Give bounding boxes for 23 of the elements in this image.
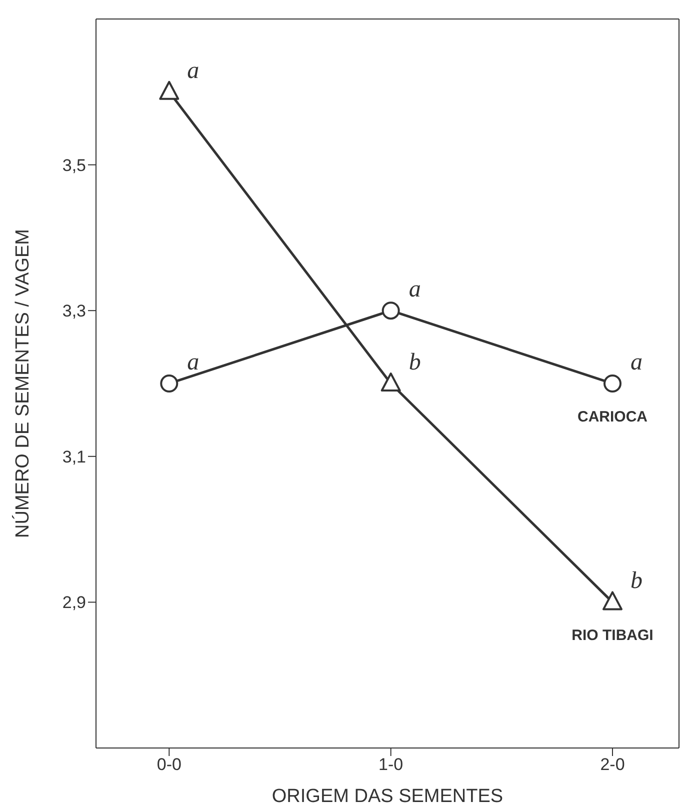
y-tick-label: 3,1 (62, 447, 86, 466)
point (380, 372, 401, 392)
annotation: a (187, 58, 200, 84)
annotation: b (408, 350, 421, 376)
x-tick-label: 2-0 (600, 755, 625, 774)
x-axis-title: ORIGEM DAS SEMENTES (272, 786, 504, 807)
series-label: RIO TIBAGI (572, 627, 654, 644)
x-tick-label: 1-0 (378, 755, 404, 774)
y-axis-title: NÚMERO DE SEMENTES / VAGEM (12, 229, 34, 538)
y-tick-label: 3,5 (62, 156, 86, 175)
y-tick-label: 2,9 (62, 593, 86, 612)
point (382, 302, 400, 320)
annotation: b (630, 568, 642, 594)
series-label: CARIOCA (578, 408, 648, 426)
annotation: a (187, 350, 200, 376)
annotation: a (408, 276, 421, 303)
y-tick-label: 3,3 (62, 302, 86, 321)
point (602, 591, 622, 610)
point (160, 374, 178, 392)
point (159, 80, 180, 100)
point (604, 374, 622, 392)
x-tick-label: 0-0 (156, 755, 182, 774)
annotation: a (630, 350, 642, 376)
